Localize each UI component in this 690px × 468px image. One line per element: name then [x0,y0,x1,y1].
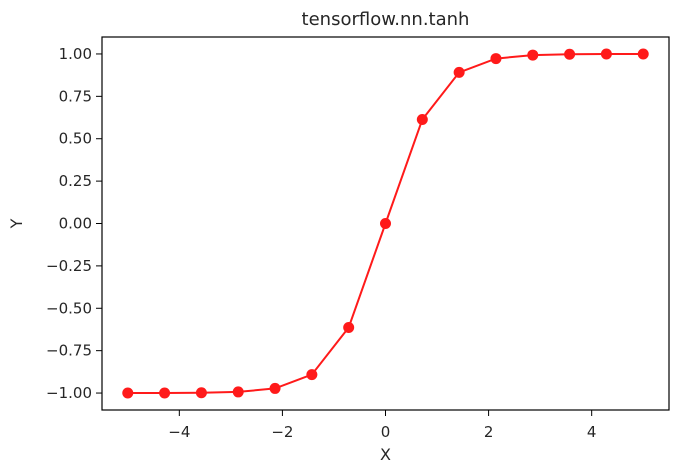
x-axis-label: X [380,445,391,464]
y-tick-label: −0.25 [46,257,92,275]
data-point [232,386,244,398]
y-axis-ticks: 1.00 0.75 0.50 0.25 0.00 −0.25 −0.50 −0.75 −1.00 [46,45,102,402]
data-point [159,387,171,399]
data-point [490,53,502,65]
y-tick-label: 0.00 [59,215,92,233]
data-point [306,369,318,381]
data-point [122,387,134,399]
data-point [195,387,207,399]
data-point [343,322,355,334]
data-point [380,218,391,229]
x-axis-ticks: −4 −2 0 2 4 [168,410,596,441]
chart-title: tensorflow.nn.tanh [302,9,470,30]
y-tick-label: −1.00 [46,384,92,402]
y-tick-label: 0.50 [59,130,92,148]
y-axis-label: Y [7,218,26,229]
x-tick-label: −4 [168,423,190,441]
x-tick-label: 0 [381,423,391,441]
data-point [453,66,465,78]
data-point [269,382,281,394]
data-point [600,48,612,60]
data-point [564,48,576,60]
plot-frame [101,36,670,411]
y-tick-label: −0.75 [46,342,92,360]
data-point [527,49,539,61]
data-point [637,48,649,60]
x-tick-label: −2 [271,423,293,441]
x-tick-label: 4 [587,423,597,441]
y-tick-label: 0.75 [59,87,92,105]
data-point [416,113,428,125]
y-tick-label: 0.25 [59,172,92,190]
y-tick-label: 1.00 [59,45,92,63]
x-tick-label: 2 [484,423,494,441]
series-layer [122,48,649,399]
y-tick-label: −0.50 [46,299,92,317]
